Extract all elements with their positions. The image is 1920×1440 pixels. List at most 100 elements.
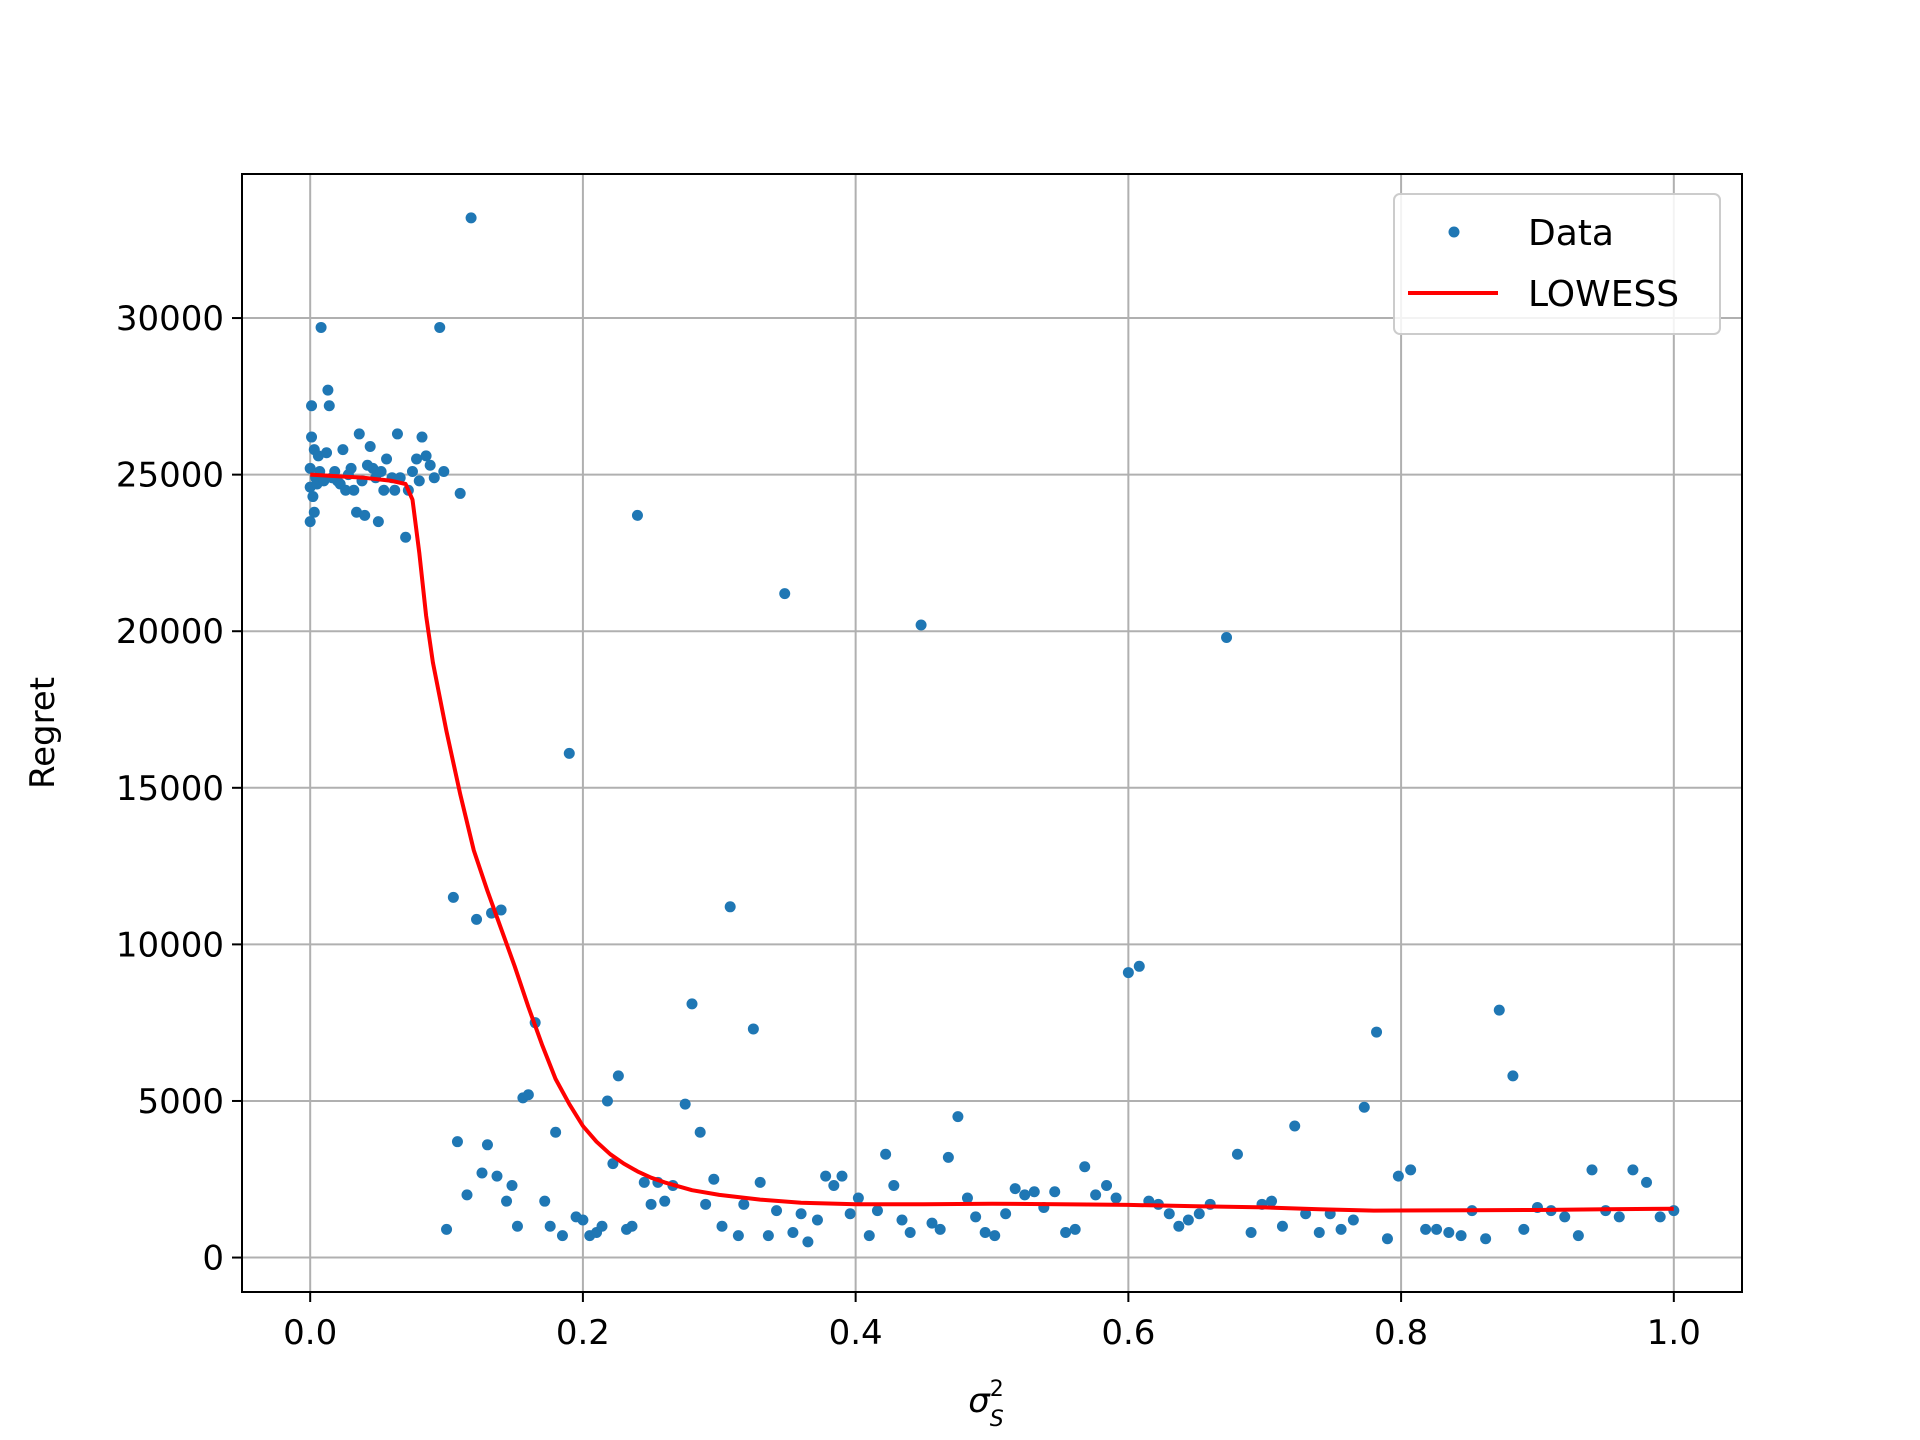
data-point	[612, 1070, 624, 1082]
data-point	[1221, 631, 1233, 643]
data-point	[1276, 1220, 1288, 1232]
data-point	[1110, 1192, 1122, 1204]
data-point	[372, 516, 384, 528]
data-point	[686, 998, 698, 1010]
data-point	[1000, 1208, 1012, 1220]
data-point	[1371, 1026, 1383, 1038]
data-point	[304, 516, 316, 528]
data-point	[364, 440, 376, 452]
data-point	[323, 400, 335, 412]
data-point	[989, 1230, 1001, 1242]
data-point	[1572, 1230, 1584, 1242]
data-point	[836, 1170, 848, 1182]
data-point	[1443, 1226, 1455, 1238]
data-point	[970, 1211, 982, 1223]
data-point	[501, 1195, 513, 1207]
x-axis-label-subscript: S	[990, 1407, 1004, 1432]
data-point	[811, 1214, 823, 1226]
data-point	[738, 1198, 750, 1210]
data-point	[1133, 960, 1145, 972]
data-point	[416, 431, 428, 443]
data-point	[359, 509, 371, 521]
data-point	[747, 1023, 759, 1035]
data-point	[795, 1208, 807, 1220]
data-point	[645, 1198, 657, 1210]
legend-marker-data	[1448, 226, 1460, 238]
data-point	[961, 1192, 973, 1204]
y-tick-label: 30000	[116, 299, 224, 339]
data-point	[1627, 1164, 1639, 1176]
data-point	[1381, 1233, 1393, 1245]
data-point	[1654, 1211, 1666, 1223]
data-point	[952, 1111, 964, 1123]
data-point	[1060, 1226, 1072, 1238]
y-tick-label: 15000	[116, 769, 224, 809]
data-point	[1392, 1170, 1404, 1182]
data-point	[550, 1126, 562, 1138]
data-point	[802, 1236, 814, 1248]
data-point	[491, 1170, 503, 1182]
data-point	[413, 475, 425, 487]
data-point	[626, 1220, 638, 1232]
data-point	[451, 1136, 463, 1148]
data-point	[306, 431, 318, 443]
data-point	[708, 1173, 720, 1185]
data-point	[694, 1126, 706, 1138]
x-axis-label-superscript: 2	[990, 1377, 1004, 1402]
data-point	[1049, 1186, 1061, 1198]
y-axis-ticks: 0 5000 10000 15000 20000 25000 30000	[116, 299, 242, 1279]
data-point	[915, 619, 927, 631]
data-point	[348, 484, 360, 496]
data-point	[1431, 1223, 1443, 1235]
data-point	[979, 1226, 991, 1238]
data-point	[577, 1214, 589, 1226]
data-point	[880, 1148, 892, 1160]
y-tick-label: 0	[202, 1239, 224, 1279]
data-point	[438, 466, 450, 478]
x-tick-label: 0.6	[1101, 1313, 1155, 1353]
data-point	[1493, 1004, 1505, 1016]
y-tick-label: 10000	[116, 925, 224, 965]
data-point	[556, 1230, 568, 1242]
data-point	[1559, 1211, 1571, 1223]
x-tick-label: 0.8	[1374, 1313, 1428, 1353]
data-point	[1266, 1195, 1278, 1207]
data-point	[539, 1195, 551, 1207]
data-point	[1231, 1148, 1243, 1160]
data-point	[411, 453, 423, 465]
x-axis-label-symbol: σ	[968, 1381, 991, 1421]
data-point	[1420, 1223, 1432, 1235]
y-axis-label: Regret	[23, 677, 63, 789]
data-point	[563, 747, 575, 759]
data-point	[601, 1095, 613, 1107]
y-tick-label: 5000	[137, 1082, 224, 1122]
data-point	[428, 472, 440, 484]
data-point	[321, 447, 333, 459]
data-point	[1090, 1189, 1102, 1201]
data-point	[771, 1205, 783, 1217]
data-point	[679, 1098, 691, 1110]
grid	[242, 174, 1742, 1292]
data-point	[1480, 1233, 1492, 1245]
data-point	[1347, 1214, 1359, 1226]
data-point	[465, 212, 477, 224]
data-point	[1101, 1180, 1113, 1192]
data-point	[345, 462, 357, 474]
lowess-series	[310, 472, 1674, 1213]
data-point	[378, 484, 390, 496]
data-point	[306, 400, 318, 412]
data-point	[391, 428, 403, 440]
data-point	[852, 1192, 864, 1204]
y-tick-label: 20000	[116, 612, 224, 652]
data-point	[1009, 1183, 1021, 1195]
data-point	[495, 904, 507, 916]
data-point	[522, 1089, 534, 1101]
data-point	[787, 1226, 799, 1238]
data-point	[506, 1180, 518, 1192]
data-point	[476, 1167, 488, 1179]
data-point	[1028, 1186, 1040, 1198]
data-point	[471, 913, 483, 925]
x-tick-label: 1.0	[1647, 1313, 1701, 1353]
data-point	[1507, 1070, 1519, 1082]
